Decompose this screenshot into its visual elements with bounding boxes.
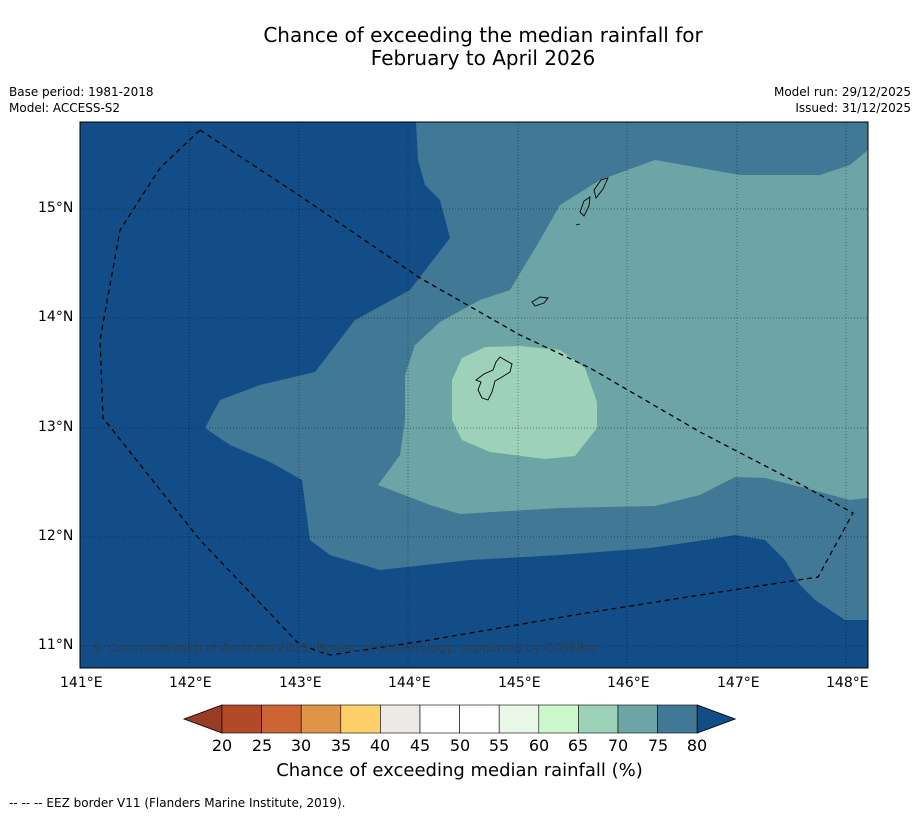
x-tick-label: 143°E	[279, 675, 322, 691]
map-frame	[79, 121, 869, 669]
colorbar-tick-label: 50	[449, 736, 471, 755]
eez-footnote: -- -- -- EEZ border V11 (Flanders Marine…	[9, 796, 346, 810]
gridlines	[80, 122, 868, 668]
title-line1: Chance of exceeding the median rainfall …	[263, 23, 703, 47]
y-tick-label: 12°N	[38, 528, 74, 544]
y-tick-label: 11°N	[38, 637, 74, 653]
colorbar-swatch	[459, 704, 500, 734]
colorbar	[182, 704, 737, 734]
colorbar-tick-label: 75	[647, 736, 669, 755]
islands	[475, 177, 609, 401]
colorbar-tick-label: 70	[607, 736, 629, 755]
colorbar-swatch	[657, 704, 698, 734]
x-tick-label: 142°E	[169, 675, 212, 691]
colorbar-swatch	[617, 704, 658, 734]
colorbar-tick-label: 60	[528, 736, 550, 755]
y-tick-label: 13°N	[38, 419, 74, 435]
x-tick-label: 141°E	[60, 675, 103, 691]
colorbar-tick-label: 20	[211, 736, 233, 755]
colorbar-swatch	[419, 704, 460, 734]
eez-border	[99, 129, 854, 656]
y-tick-label: 14°N	[38, 309, 74, 325]
island-saipan	[593, 177, 609, 200]
colorbar-tick-label: 55	[488, 736, 510, 755]
colorbar-tick-label: 30	[290, 736, 312, 755]
colorbar-tick-label: 65	[567, 736, 589, 755]
colorbar-tick-label: 35	[330, 736, 352, 755]
colorbar-swatch	[498, 704, 540, 734]
colorbar-swatch	[261, 704, 302, 734]
region-60-65	[452, 346, 597, 459]
x-tick-label: 144°E	[388, 675, 431, 691]
x-tick-label: 146°E	[607, 675, 650, 691]
meta-model: Model: ACCESS-S2	[9, 101, 121, 115]
copyright-notice: © Commonwealth of Australia 2025, Bureau…	[92, 641, 598, 655]
colorbar-title: Chance of exceeding median rainfall (%)	[276, 760, 643, 781]
colorbar-swatch	[380, 704, 421, 734]
y-tick-label: 15°N	[38, 200, 74, 216]
colorbar-tick-label: 40	[369, 736, 391, 755]
colorbar-tick-label: 25	[251, 736, 273, 755]
x-tick-label: 145°E	[498, 675, 541, 691]
island-guam	[475, 356, 513, 401]
colorbar-swatch	[538, 704, 579, 734]
colorbar-tick-label: 80	[686, 736, 708, 755]
colorbar-swatch	[300, 704, 342, 734]
x-tick-label: 147°E	[717, 675, 760, 691]
colorbar-swatch	[578, 704, 619, 734]
colorbar-under-arrow	[182, 704, 223, 734]
colorbar-tick-label: 45	[409, 736, 431, 755]
rainfall-map	[80, 122, 868, 668]
island-aguijan	[575, 223, 581, 226]
colorbar-swatch	[340, 704, 381, 734]
colorbar-over-arrow	[696, 704, 737, 734]
meta-base-period: Base period: 1981-2018	[9, 85, 154, 99]
island-tinian	[579, 196, 591, 217]
title-line2: February to April 2026	[370, 46, 596, 70]
meta-model-run: Model run: 29/12/2025	[773, 85, 911, 99]
x-tick-label: 148°E	[826, 675, 869, 691]
island-rota	[531, 296, 549, 307]
colorbar-swatch	[221, 704, 262, 734]
meta-issued: Issued: 31/12/2025	[795, 101, 911, 115]
